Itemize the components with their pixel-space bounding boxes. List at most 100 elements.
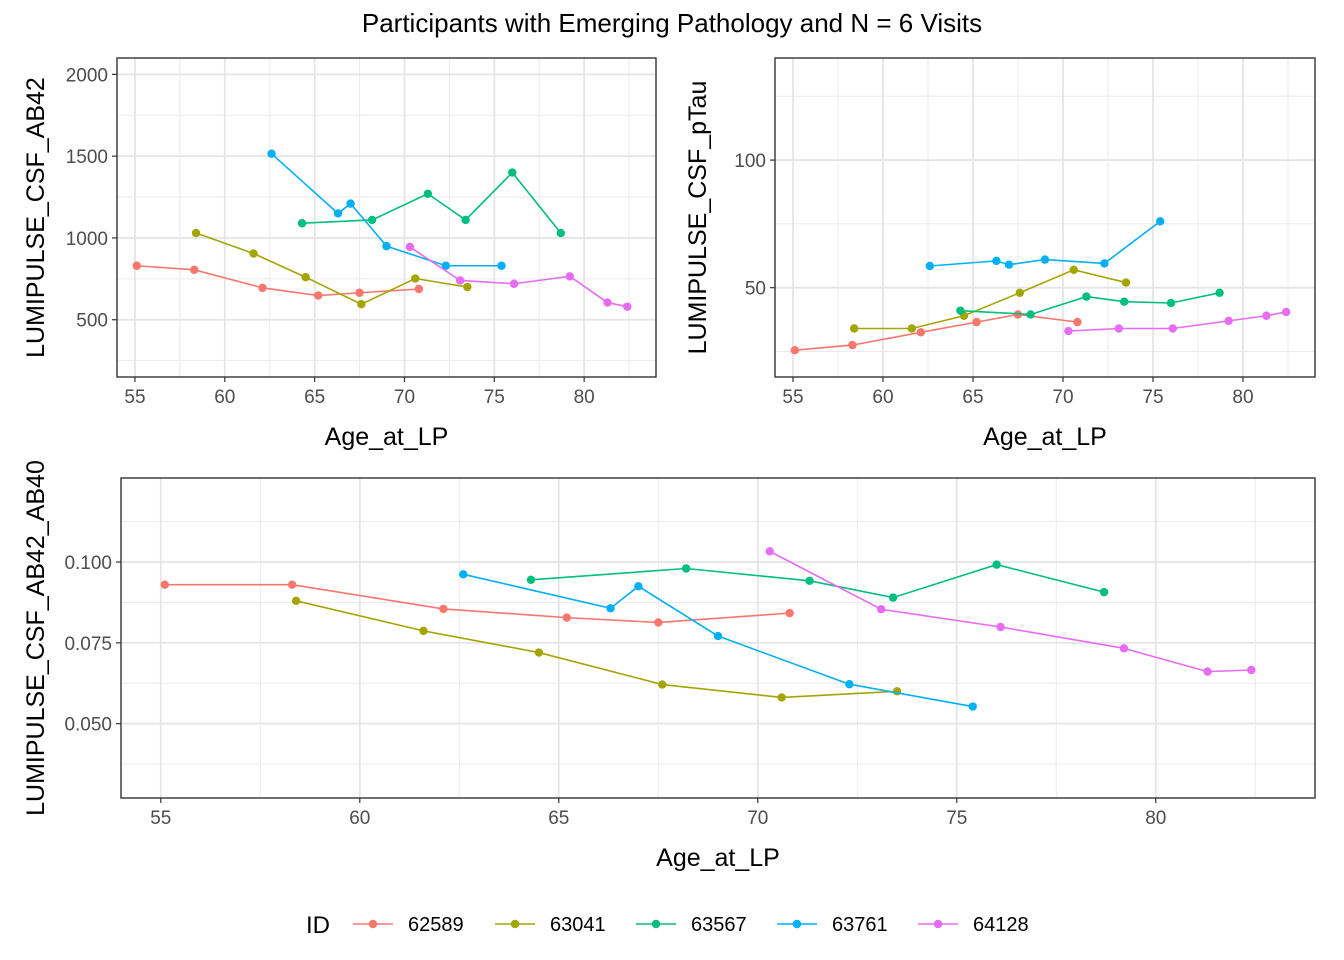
series-line-63761 [929,220,1161,267]
x-tick-label: 80 [574,387,595,408]
data-point-63567 [1082,292,1091,301]
data-point-63041 [249,249,258,258]
panel-background [117,58,656,377]
legend-item-63761: 63761 [777,914,888,936]
data-point-64128 [623,302,632,311]
data-point-63041 [850,324,859,333]
data-point-63761 [634,582,643,591]
data-point-63567 [681,564,691,573]
data-point-62589 [439,604,448,614]
legend-label: 63041 [550,914,606,936]
data-point-62589 [132,261,141,270]
legend-item-64128: 64128 [918,914,1029,936]
legend-item-63567: 63567 [636,914,747,936]
x-axis-title: Age_at_LP [325,423,449,451]
data-point-63567 [423,189,433,198]
data-point-63761 [992,256,1001,266]
figure-title: Participants with Emerging Pathology and… [362,8,982,38]
x-tick-label: 65 [548,808,569,829]
series-line-63761 [463,573,973,708]
series-line-63041 [295,600,898,699]
legend-item-62589: 62589 [353,914,464,936]
data-point-63567 [1099,587,1109,597]
data-point-64128 [876,605,886,614]
data-point-62589 [562,613,571,622]
x-tick-label: 70 [394,387,415,408]
data-point-64128 [455,276,465,285]
data-point-62589 [848,340,857,350]
data-point-63567 [956,306,965,315]
data-point-63567 [1215,288,1224,297]
data-point-63761 [1100,259,1109,268]
data-point-62589 [314,291,323,300]
data-point-64128 [765,547,774,556]
data-point-63567 [297,219,307,228]
panel-border [116,57,657,378]
data-point-63761 [382,241,391,251]
data-point-63567 [556,228,565,238]
data-point-63761 [845,680,854,689]
data-point-63041 [357,300,366,309]
series-line-63567 [302,171,562,234]
data-point-64128 [1203,667,1212,676]
panel-3: 55 60 65 70 75 80 0.050 0.075 0.100 Age_at_LP LUMI… [22,460,1316,872]
x-axis-title: Age_at_LP [983,423,1107,451]
data-point-63761 [606,604,615,613]
data-point-63761 [267,149,276,158]
legend-key-point [510,919,520,929]
y-axis-title: LUMIPULSE_CSF_AB42_AB40 [22,460,50,816]
legend-key-point [368,919,378,929]
legend-title: ID [306,912,330,939]
data-point-64128 [1247,665,1256,675]
data-point-64128 [565,272,574,281]
data-point-64128 [1168,324,1178,333]
data-point-63041 [907,324,916,333]
series-line-64128 [769,550,1252,673]
data-point-63761 [968,702,977,711]
data-point-63761 [1040,255,1050,264]
x-tick-label: 60 [214,387,235,408]
data-point-62589 [355,288,364,297]
x-tick-label: 80 [1232,387,1253,408]
y-axis-title: LUMIPULSE_CSF_pTau [684,81,712,355]
panel-border [120,477,1316,799]
data-point-63761 [497,261,506,270]
legend-label: 62589 [408,914,464,936]
x-tick-label: 55 [782,387,803,408]
series-line-63041 [854,268,1127,330]
x-tick-label: 70 [1052,387,1073,408]
data-point-63761 [1004,260,1014,269]
data-point-64128 [1119,644,1129,653]
data-point-62589 [790,346,799,355]
x-tick-label: 75 [946,808,967,829]
y-tick-label: 50 [745,279,766,300]
data-point-63041 [291,596,301,606]
y-tick-label: 1500 [66,147,108,168]
data-point-63567 [992,560,1001,569]
data-point-63041 [411,274,420,283]
panel-2: 55 60 65 70 75 80 50 100 Age_at_LP LUMIPULSE_CSF_… [684,57,1316,451]
series-line-63567 [960,292,1220,316]
data-point-62589 [414,284,424,294]
legend: ID 62589 63041 63567 63761 64128 [306,912,1029,939]
y-tick-label: 0.050 [64,715,112,736]
data-point-64128 [1064,326,1073,336]
data-point-62589 [972,317,981,327]
legend-key-point [651,919,661,929]
data-point-64128 [1282,307,1291,317]
data-point-63761 [713,631,723,641]
data-point-63041 [1069,265,1079,275]
panel-1: 55 60 65 70 75 80 500 1000 1500 2000 Age_at_LP LUMI… [22,57,657,451]
data-point-63761 [1156,217,1165,226]
x-tick-label: 60 [872,387,893,408]
x-tick-label: 55 [150,808,171,829]
y-tick-label: 100 [734,151,766,172]
y-tick-label: 0.100 [64,553,112,574]
data-point-63041 [658,680,667,689]
data-point-64128 [1114,324,1124,333]
data-point-63567 [508,168,517,177]
data-point-64128 [405,242,415,252]
data-point-63041 [191,228,201,238]
series-line-62589 [136,264,419,297]
x-tick-label: 65 [962,387,983,408]
